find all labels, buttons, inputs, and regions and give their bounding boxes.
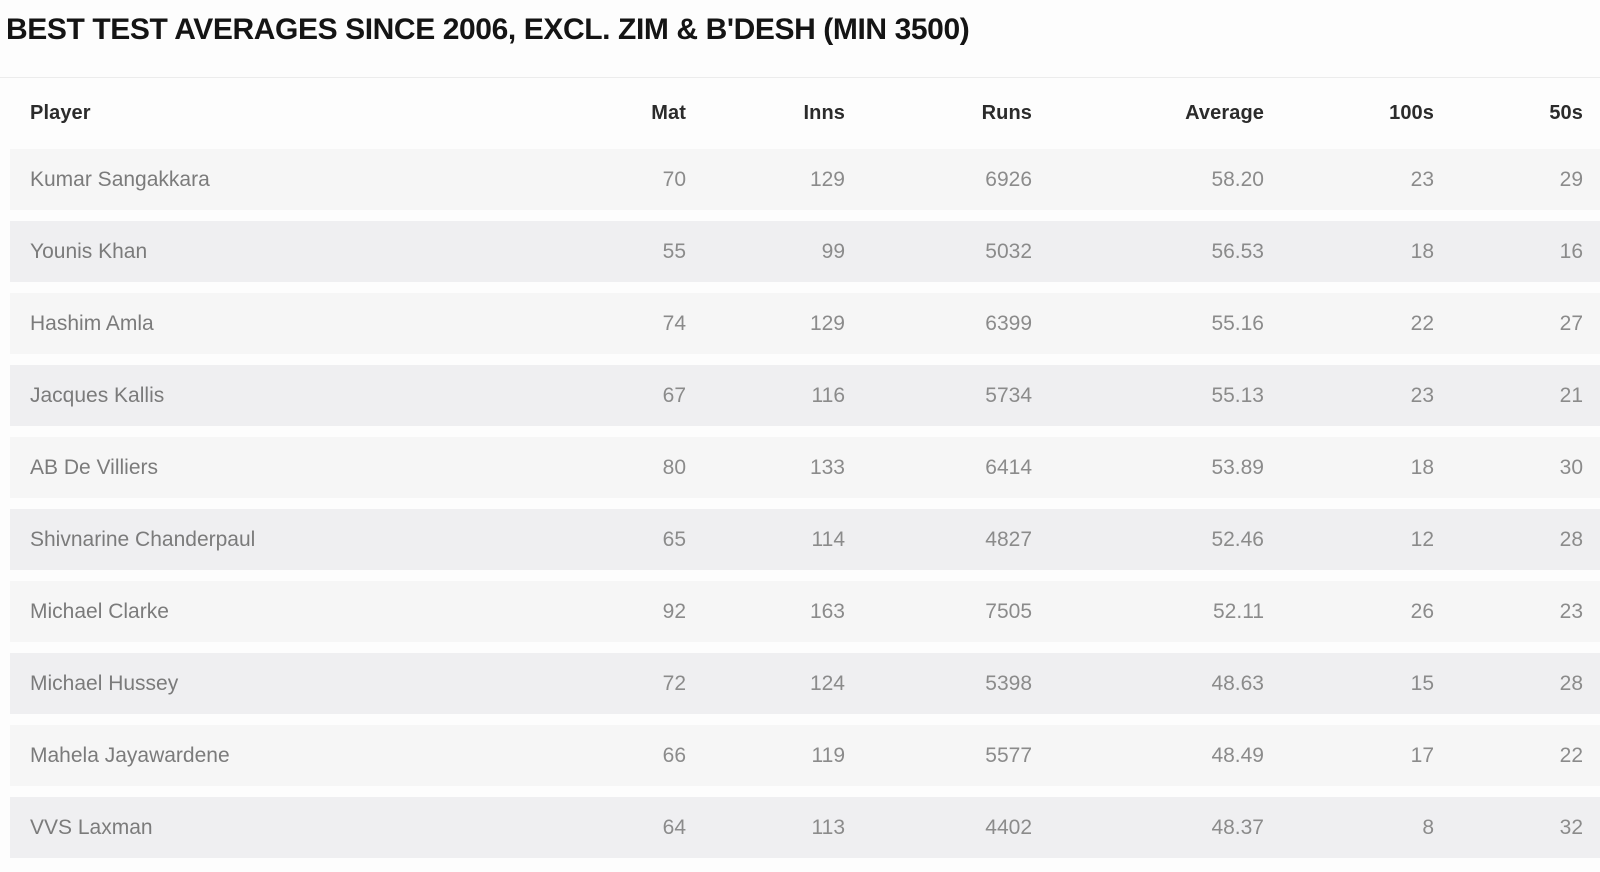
hundreds-value: 8 — [1422, 815, 1434, 839]
player-name: Kumar Sangakkara — [30, 167, 210, 191]
column-header-runs: Runs — [981, 102, 1032, 124]
inns-value: 133 — [809, 455, 845, 479]
column-header-player: Player — [30, 102, 91, 124]
average-value: 53.89 — [1211, 455, 1264, 479]
table-row: Shivnarine Chanderpaul 65 114 4827 52.46… — [10, 509, 1600, 570]
table-row: Michael Clarke 92 163 7505 52.11 26 23 — [10, 581, 1600, 642]
runs-value: 6399 — [985, 311, 1032, 335]
hundreds-value: 17 — [1410, 743, 1434, 767]
inns-value: 116 — [811, 383, 845, 407]
table-row: VVS Laxman 64 113 4402 48.37 8 32 — [10, 797, 1600, 858]
average-value: 48.49 — [1211, 743, 1264, 767]
column-header-100s: 100s — [1389, 102, 1434, 124]
runs-value: 6926 — [985, 167, 1032, 191]
mat-value: 67 — [662, 383, 686, 407]
inns-value: 163 — [809, 599, 845, 623]
mat-value: 65 — [662, 527, 686, 551]
average-value: 52.11 — [1213, 599, 1264, 623]
fifties-value: 21 — [1559, 383, 1583, 407]
page-title: BEST TEST AVERAGES SINCE 2006, EXCL. ZIM… — [6, 13, 970, 46]
table-row: Kumar Sangakkara 70 129 6926 58.20 23 29 — [10, 149, 1600, 210]
table-row: Michael Hussey 72 124 5398 48.63 15 28 — [10, 653, 1600, 714]
runs-value: 5577 — [985, 743, 1032, 767]
hundreds-value: 22 — [1410, 311, 1434, 335]
inns-value: 119 — [811, 743, 845, 767]
table-row: AB De Villiers 80 133 6414 53.89 18 30 — [10, 437, 1600, 498]
mat-value: 72 — [662, 671, 686, 695]
average-value: 56.53 — [1211, 239, 1264, 263]
table-body: Kumar Sangakkara 70 129 6926 58.20 23 29… — [10, 149, 1600, 858]
player-name: VVS Laxman — [30, 815, 153, 839]
fifties-value: 22 — [1559, 743, 1583, 767]
column-header-mat: Mat — [651, 102, 686, 124]
fifties-value: 30 — [1559, 455, 1583, 479]
hundreds-value: 23 — [1410, 167, 1434, 191]
fifties-value: 28 — [1559, 671, 1583, 695]
mat-value: 74 — [662, 311, 686, 335]
average-value: 48.37 — [1211, 815, 1264, 839]
mat-value: 66 — [662, 743, 686, 767]
average-value: 55.13 — [1211, 383, 1264, 407]
table-row: Younis Khan 55 99 5032 56.53 18 16 — [10, 221, 1600, 282]
player-name: Michael Clarke — [30, 599, 169, 623]
hundreds-value: 18 — [1410, 455, 1434, 479]
fifties-value: 32 — [1559, 815, 1583, 839]
player-name: Younis Khan — [30, 239, 148, 263]
mat-value: 92 — [662, 599, 686, 623]
inns-value: 114 — [811, 527, 845, 551]
fifties-value: 23 — [1559, 599, 1583, 623]
average-value: 48.63 — [1211, 671, 1264, 695]
runs-value: 5398 — [985, 671, 1032, 695]
player-name: Michael Hussey — [30, 671, 179, 695]
average-value: 52.46 — [1211, 527, 1264, 551]
average-value: 58.20 — [1211, 167, 1264, 191]
fifties-value: 27 — [1559, 311, 1583, 335]
inns-value: 124 — [809, 671, 845, 695]
player-name: Shivnarine Chanderpaul — [30, 527, 256, 551]
runs-value: 4402 — [985, 815, 1032, 839]
inns-value: 99 — [821, 239, 845, 263]
fifties-value: 16 — [1559, 239, 1583, 263]
fifties-value: 29 — [1559, 167, 1583, 191]
mat-value: 80 — [662, 455, 686, 479]
average-value: 55.16 — [1211, 311, 1264, 335]
mat-value: 55 — [662, 239, 686, 263]
runs-value: 6414 — [985, 455, 1032, 479]
table-row: Hashim Amla 74 129 6399 55.16 22 27 — [10, 293, 1600, 354]
player-name: AB De Villiers — [30, 455, 158, 479]
runs-value: 4827 — [985, 527, 1032, 551]
table-header-row: Player Mat Inns Runs Average 100s 50s — [10, 78, 1600, 149]
runs-value: 5734 — [985, 383, 1032, 407]
column-header-50s: 50s — [1549, 102, 1583, 124]
stats-table: Player Mat Inns Runs Average 100s 50s Ku… — [0, 77, 1600, 869]
mat-value: 64 — [662, 815, 686, 839]
runs-value: 7505 — [985, 599, 1032, 623]
player-name: Hashim Amla — [30, 311, 154, 335]
runs-value: 5032 — [985, 239, 1032, 263]
fifties-value: 28 — [1559, 527, 1583, 551]
inns-value: 129 — [809, 311, 845, 335]
inns-value: 113 — [811, 815, 845, 839]
player-name: Jacques Kallis — [30, 383, 165, 407]
hundreds-value: 15 — [1410, 671, 1434, 695]
player-name: Mahela Jayawardene — [30, 743, 230, 767]
table-row: Mahela Jayawardene 66 119 5577 48.49 17 … — [10, 725, 1600, 786]
hundreds-value: 23 — [1410, 383, 1434, 407]
hundreds-value: 26 — [1410, 599, 1434, 623]
mat-value: 70 — [662, 167, 686, 191]
table-row: Jacques Kallis 67 116 5734 55.13 23 21 — [10, 365, 1600, 426]
inns-value: 129 — [809, 167, 845, 191]
hundreds-value: 12 — [1410, 527, 1434, 551]
column-header-inns: Inns — [803, 102, 845, 124]
column-header-average: Average — [1185, 102, 1264, 124]
hundreds-value: 18 — [1410, 239, 1434, 263]
